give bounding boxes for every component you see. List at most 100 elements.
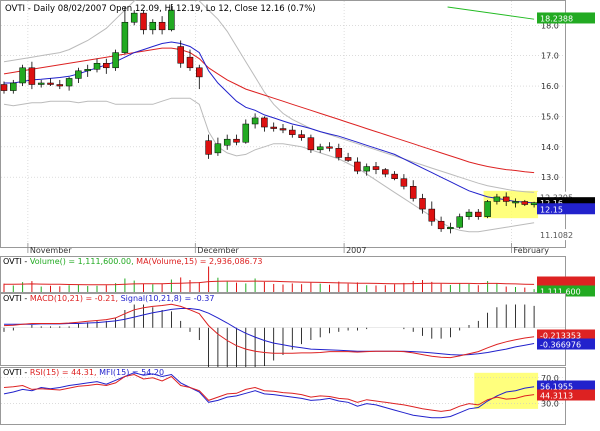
candle	[84, 64, 91, 77]
candle-body	[279, 128, 287, 131]
candle	[419, 193, 426, 214]
candle	[344, 152, 352, 162]
chart-header: OVTI - Daily 08/02/2007 Open 12.09, Hi 1…	[5, 4, 316, 14]
signal-value-badge-label: -0.366976	[540, 341, 581, 350]
candle-body	[121, 21, 129, 53]
price-badge: 12.15	[537, 203, 595, 215]
candle-body	[289, 129, 296, 135]
price-badge: 11.1082	[537, 229, 595, 241]
candle-body	[168, 9, 175, 31]
candle	[400, 174, 408, 190]
price-tick-label: 18.0	[541, 21, 559, 30]
candle	[121, 7, 129, 55]
price-tick-label: 13.0	[541, 173, 559, 182]
trend-line	[447, 6, 535, 20]
candle-body	[502, 196, 510, 202]
macd-legend-text: OVTI - MACD(10,21) = -0.21, Signal(10,21…	[3, 294, 214, 303]
volume-ma-badge	[537, 276, 595, 288]
candle	[28, 61, 36, 90]
candle	[521, 199, 529, 207]
candle-body	[493, 196, 501, 202]
rsi-value-badge-label: 44.3113	[540, 392, 573, 401]
volume-bars	[3, 266, 535, 292]
candle-body	[140, 12, 147, 31]
price-badge-label: 11.1082	[540, 231, 573, 240]
candle	[335, 143, 343, 161]
candle	[372, 161, 380, 175]
volume-legend-text-part-1: Volume() = 1,111,600.00,	[30, 257, 136, 266]
candle-body	[75, 70, 82, 79]
trend-line-segment	[447, 6, 535, 20]
price-badge-label: 12.15	[540, 205, 563, 214]
candle	[130, 10, 138, 26]
candle	[289, 125, 296, 138]
highlight-box	[483, 190, 539, 219]
price-tick-label: 17.0	[541, 52, 559, 61]
volume-value-badge-label: 1,111,600	[540, 288, 581, 297]
candle	[233, 134, 240, 146]
candle	[56, 79, 64, 90]
ma-red-line	[3, 47, 535, 174]
candle	[261, 116, 268, 132]
candle-body	[205, 140, 212, 155]
price-tick-label: 15.0	[541, 112, 559, 121]
candle	[214, 137, 222, 156]
candle-body	[530, 202, 538, 206]
candle	[279, 124, 287, 134]
candle	[65, 76, 73, 91]
candle-body	[419, 198, 426, 210]
candle	[168, 4, 175, 32]
moving-averages	[3, 41, 535, 204]
volume-value-badge: 1,111,600	[537, 285, 595, 297]
price-badge: 18.2388	[537, 12, 595, 24]
candle-body	[56, 84, 64, 87]
candle-body	[447, 227, 454, 230]
candle	[475, 209, 482, 220]
volume-ma-badge-bg	[537, 276, 595, 288]
candle	[391, 171, 398, 181]
mfi-line	[3, 372, 535, 419]
candle	[103, 58, 110, 74]
rsi-legend: OVTI - RSI(15) = 44.31, MFI(15) = 54.20	[3, 368, 164, 377]
candle	[307, 134, 315, 153]
candle	[465, 209, 473, 220]
macd-badges: -0.213353-0.366976	[537, 329, 595, 350]
candle-body	[149, 21, 157, 31]
candle	[409, 180, 417, 202]
candle	[316, 143, 324, 153]
candle	[502, 192, 510, 207]
highlight-rect	[483, 190, 539, 219]
candle-body	[372, 166, 380, 170]
candle	[447, 222, 454, 234]
band-lower-line	[3, 97, 535, 233]
macd-value-badge: -0.213353	[537, 329, 595, 341]
candle-body	[382, 169, 389, 175]
candle	[251, 113, 259, 129]
candle	[93, 58, 101, 73]
candle	[177, 40, 184, 68]
candle	[363, 163, 370, 176]
candle-body	[400, 178, 408, 187]
candle-body	[344, 157, 352, 161]
ma-blue-line	[4, 41, 535, 204]
candle	[326, 142, 333, 152]
candle-body	[521, 201, 529, 205]
macd-legend: OVTI - MACD(10,21) = -0.21, Signal(10,21…	[3, 294, 214, 303]
candle	[112, 49, 119, 71]
candle-body	[391, 173, 398, 179]
volume-legend-text: OVTI - Volume() = 1,111,600.00, MA(Volum…	[3, 257, 263, 266]
signal-line	[4, 308, 535, 356]
volume-ma-line	[4, 280, 535, 286]
candle-body	[223, 138, 231, 146]
band-upper-line	[3, 0, 535, 193]
price-badge-label: 18.2388	[540, 14, 573, 23]
macd-value-badge-label: -0.213353	[540, 332, 581, 341]
volume-legend-text-part-2: MA(Volume,15) = 2,936,086.73	[136, 257, 262, 266]
rsi-legend-text-part-2: MFI(15) = 54.20	[99, 368, 164, 377]
candle-body	[326, 146, 333, 149]
macd-plot	[1, 303, 565, 384]
price-tick-label: 16.0	[541, 82, 559, 91]
macd-line	[3, 303, 535, 359]
price-badge-bg	[537, 229, 595, 241]
